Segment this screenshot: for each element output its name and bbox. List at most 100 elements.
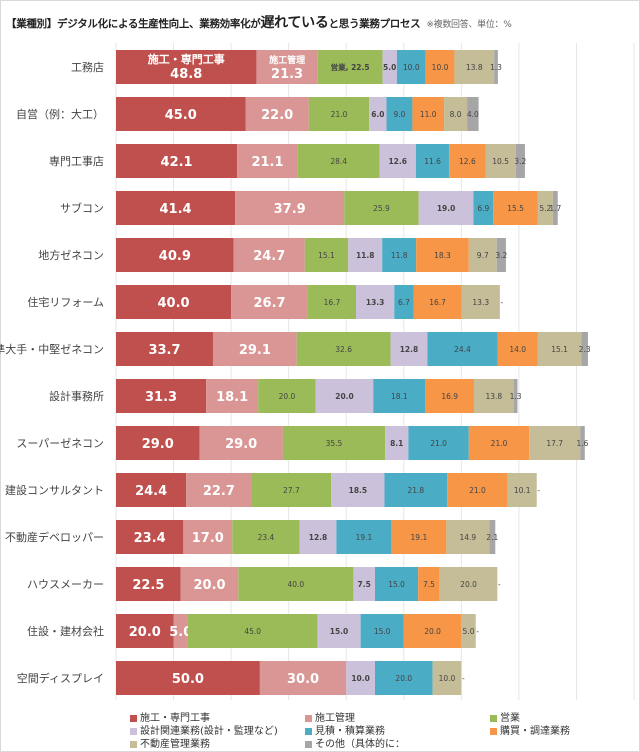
bar-segment (461, 614, 476, 648)
legend-item: 見積・積算業務 (305, 722, 385, 737)
data-label: 6.0 (371, 110, 384, 119)
data-label: 41.4 (160, 202, 192, 217)
data-label: 10.0 (439, 674, 456, 683)
bar-segment (180, 567, 239, 601)
data-label: 27.7 (283, 486, 300, 495)
legend-item: 購買・調達業務 (490, 722, 570, 737)
data-label: 12.8 (400, 345, 419, 354)
bar-segment (116, 661, 260, 695)
data-label: 10.5 (492, 157, 509, 166)
series-label: 施工・専門工事 (148, 52, 225, 66)
data-label: 40.0 (158, 296, 190, 311)
category-label: 建設コンサルタント (5, 483, 104, 497)
bar-segment (513, 379, 518, 413)
bar-segment (336, 520, 392, 554)
data-label: - (501, 298, 504, 307)
data-label: 15.1 (318, 251, 335, 260)
data-label: 22.5 (132, 578, 164, 593)
data-label: 17.7 (546, 439, 563, 448)
data-label: 21.8 (408, 486, 425, 495)
bar-segment (348, 238, 383, 272)
chart-title: 【業種別】デジタル化による生産性向上、業務効率化が遅れていると思う業務プロセス ※… (6, 12, 512, 32)
title-emphasis: 遅れている (260, 15, 329, 31)
bar-segment (308, 97, 370, 131)
legend-item: 営業 (490, 709, 520, 724)
data-label: 10.0 (351, 674, 370, 683)
bar-segment (415, 144, 450, 178)
bar-segment (416, 238, 469, 272)
category-label: 設計事務所 (49, 389, 104, 403)
data-label: 10.0 (403, 63, 420, 72)
legend-item: 施工・専門工事 (130, 709, 210, 724)
category-label: 自営（例：大工） (16, 107, 104, 121)
bar-segment (468, 426, 530, 460)
bar-segment (386, 97, 413, 131)
bar-segment (173, 614, 188, 648)
data-label: 15.1 (551, 345, 568, 354)
bar-segment (116, 426, 200, 460)
legend-item: 不動産管理業務 (130, 735, 210, 750)
data-label: 23.4 (258, 533, 275, 542)
legend-label: 施工・専門工事 (140, 713, 210, 724)
bar-segment (231, 285, 308, 319)
bar-segment (375, 661, 433, 695)
data-label: 24.4 (454, 345, 471, 354)
data-label: 12.6 (459, 157, 476, 166)
data-label: 11.6 (424, 157, 441, 166)
category-label: 住設・建材会社 (27, 624, 104, 638)
data-label: 16.9 (441, 392, 458, 401)
data-label: 40.9 (159, 249, 191, 264)
data-label: 1.3 (510, 392, 522, 401)
data-label: 15.0 (388, 580, 405, 589)
bar-segment (353, 567, 375, 601)
data-label: 7.5 (423, 580, 435, 589)
bar-segment (468, 238, 497, 272)
bar-segment (552, 191, 558, 225)
data-label: 21.0 (469, 486, 486, 495)
legend-label: 購買・調達業務 (500, 726, 570, 737)
data-label: 6.7 (398, 298, 410, 307)
data-label: 9.0 (393, 110, 405, 119)
bar-segment (183, 520, 233, 554)
data-label: 30.0 (287, 672, 319, 687)
data-label: 29.0 (225, 437, 257, 452)
data-label: 20.0 (460, 580, 477, 589)
data-label: 32.6 (335, 345, 352, 354)
bar-segment (233, 238, 305, 272)
bar-segment (282, 426, 386, 460)
bar-segment (447, 473, 508, 507)
bar-segment (580, 426, 585, 460)
data-label: 19.0 (437, 204, 456, 213)
legend-swatch (490, 727, 497, 735)
bar-segment (439, 567, 498, 601)
bar-segment (385, 426, 409, 460)
bar-segment (116, 567, 181, 601)
bar-segment (408, 426, 469, 460)
data-label: 42.1 (161, 155, 193, 170)
data-label: 23.4 (134, 531, 166, 546)
data-label: 45.0 (165, 108, 197, 123)
bar-segment (331, 473, 385, 507)
category-label: 準大手・中堅ゼネコン (0, 342, 104, 356)
data-label: 11.0 (420, 110, 437, 119)
data-label: 11.8 (391, 251, 408, 260)
data-label: 19.1 (411, 533, 428, 542)
data-label: 40.0 (288, 580, 305, 589)
legend-swatch (305, 727, 312, 735)
data-label: 8.0 (450, 110, 462, 119)
bar-segment (116, 473, 187, 507)
data-label: 12.8 (309, 533, 328, 542)
data-label: 20.0 (193, 578, 225, 593)
data-label: 25.9 (373, 204, 390, 213)
bar-segment (356, 285, 395, 319)
bar-segment (467, 97, 479, 131)
data-label: 22.7 (203, 484, 235, 499)
bar-segment (304, 238, 349, 272)
bar-segment (369, 97, 387, 131)
bar-segment (390, 332, 428, 366)
category-label: 不動産デベロッパー (5, 530, 104, 544)
data-label: 13.8 (466, 63, 483, 72)
data-label: 48.8 (170, 67, 202, 82)
bar-segment (379, 144, 416, 178)
legend-swatch (130, 740, 137, 748)
